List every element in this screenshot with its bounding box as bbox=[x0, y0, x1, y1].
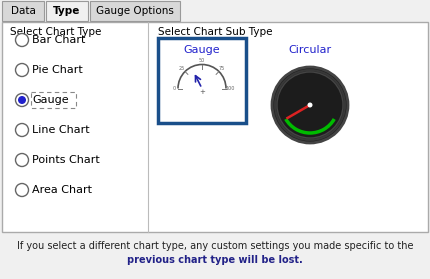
Circle shape bbox=[15, 184, 28, 196]
Circle shape bbox=[276, 71, 344, 139]
Text: 50: 50 bbox=[199, 58, 205, 63]
Text: Select Chart Sub Type: Select Chart Sub Type bbox=[158, 27, 273, 37]
Circle shape bbox=[307, 102, 313, 107]
FancyBboxPatch shape bbox=[158, 38, 246, 123]
Text: Circular: Circular bbox=[289, 45, 332, 55]
Text: Area Chart: Area Chart bbox=[32, 185, 92, 195]
Text: Data: Data bbox=[11, 6, 35, 16]
FancyBboxPatch shape bbox=[90, 1, 180, 21]
Text: Line Chart: Line Chart bbox=[32, 125, 89, 135]
Text: 25: 25 bbox=[179, 66, 185, 71]
Text: Gauge: Gauge bbox=[32, 95, 69, 105]
Circle shape bbox=[15, 124, 28, 136]
Circle shape bbox=[15, 33, 28, 47]
Text: 100: 100 bbox=[225, 86, 235, 91]
Circle shape bbox=[277, 72, 343, 138]
Text: 75: 75 bbox=[219, 66, 225, 71]
Circle shape bbox=[272, 67, 348, 143]
FancyBboxPatch shape bbox=[2, 1, 44, 21]
Text: 0: 0 bbox=[172, 86, 175, 91]
Text: Bar Chart: Bar Chart bbox=[32, 35, 86, 45]
Text: Gauge: Gauge bbox=[184, 45, 220, 55]
FancyBboxPatch shape bbox=[46, 1, 88, 21]
Circle shape bbox=[18, 96, 26, 104]
Text: If you select a different chart type, any custom settings you made specific to t: If you select a different chart type, an… bbox=[17, 241, 413, 251]
Text: Points Chart: Points Chart bbox=[32, 155, 100, 165]
Text: Select Chart Type: Select Chart Type bbox=[10, 27, 101, 37]
Text: +: + bbox=[199, 88, 205, 95]
Text: +: + bbox=[338, 71, 344, 80]
Circle shape bbox=[15, 64, 28, 76]
FancyBboxPatch shape bbox=[2, 22, 428, 232]
Circle shape bbox=[15, 93, 28, 107]
Text: Pie Chart: Pie Chart bbox=[32, 65, 83, 75]
Circle shape bbox=[15, 153, 28, 167]
Text: Type: Type bbox=[53, 6, 81, 16]
Text: Gauge Options: Gauge Options bbox=[96, 6, 174, 16]
Text: previous chart type will be lost.: previous chart type will be lost. bbox=[127, 255, 303, 265]
Circle shape bbox=[274, 69, 346, 141]
